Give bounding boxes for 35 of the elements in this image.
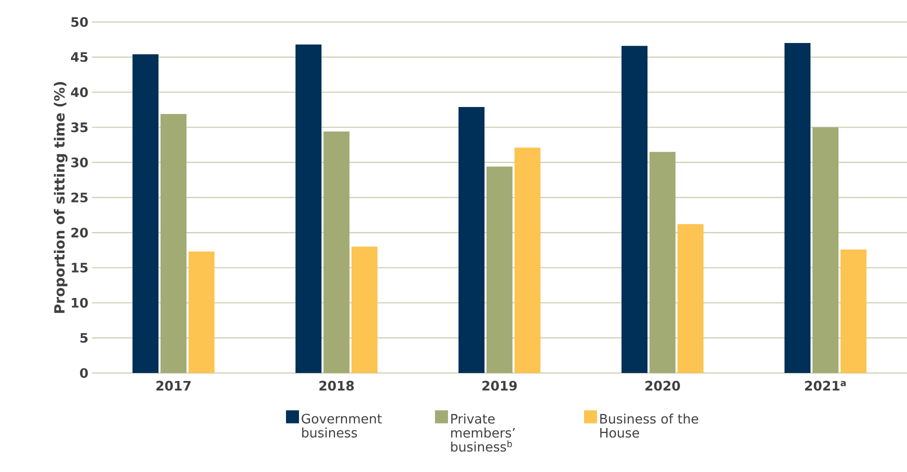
y-tick-label: 50 bbox=[71, 17, 88, 27]
bar bbox=[784, 43, 811, 373]
bar bbox=[352, 246, 378, 373]
bar bbox=[650, 152, 676, 373]
bar bbox=[840, 249, 867, 373]
y-tick-label: 35 bbox=[71, 122, 88, 132]
y-tick-label: 10 bbox=[72, 298, 88, 308]
bar bbox=[188, 252, 215, 373]
y-tick-label: 45 bbox=[70, 52, 88, 62]
bar bbox=[132, 54, 158, 373]
x-tick-label: 2019 bbox=[482, 380, 517, 391]
bar bbox=[486, 166, 512, 373]
y-tick-label: 0 bbox=[80, 368, 88, 378]
y-axis-title: Proportion of sitting time (%) bbox=[54, 82, 68, 313]
x-tick-label: 2017 bbox=[156, 380, 191, 391]
x-tick-label: 2020 bbox=[645, 380, 680, 391]
x-tick-label: 2018 bbox=[319, 380, 354, 391]
y-tick-label: 5 bbox=[80, 333, 88, 343]
legend-label: Private members’ business$^{b}$ bbox=[451, 414, 515, 452]
y-tick-label: 40 bbox=[70, 87, 88, 98]
y-tick-label: 25 bbox=[71, 192, 88, 202]
bar bbox=[160, 114, 187, 373]
bar bbox=[514, 148, 541, 373]
bar bbox=[296, 44, 322, 373]
y-tick-label: 30 bbox=[71, 157, 88, 168]
bar bbox=[678, 224, 704, 373]
bar bbox=[812, 127, 838, 373]
bar bbox=[622, 46, 648, 373]
legend-label: Government business bbox=[302, 414, 382, 438]
bar bbox=[324, 132, 350, 373]
y-tick-label: 15 bbox=[72, 262, 88, 273]
bar bbox=[458, 106, 484, 373]
legend-label: Business of the House bbox=[600, 414, 698, 438]
x-tick-label: 2021$^{a}$ bbox=[805, 380, 846, 391]
y-tick-label: 20 bbox=[71, 228, 88, 238]
